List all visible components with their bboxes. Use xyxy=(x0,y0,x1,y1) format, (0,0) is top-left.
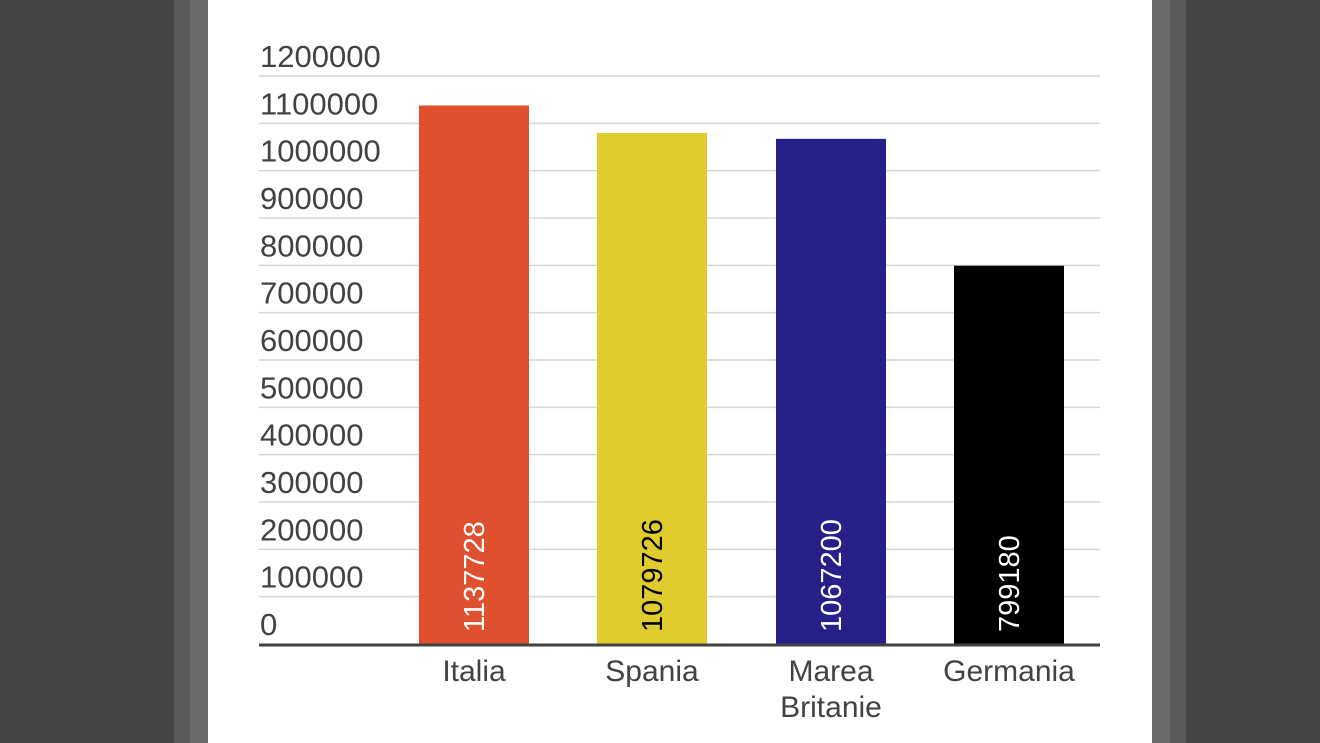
y-tick-label: 100000 xyxy=(260,560,363,595)
y-tick-label: 1200000 xyxy=(260,39,381,74)
frame-stripe-left-inner xyxy=(190,0,208,743)
y-tick-label: 800000 xyxy=(260,228,363,263)
category-label: Spania xyxy=(605,655,699,688)
y-tick-label: 1100000 xyxy=(260,86,378,121)
y-tick-label: 900000 xyxy=(260,181,363,216)
y-axis-tick-labels: 0 100000 200000 300000 400000 500000 600000 700… xyxy=(260,39,381,642)
category-label: Italia xyxy=(442,655,506,688)
data-label: 799180 xyxy=(994,535,1026,632)
y-tick-label: 1000000 xyxy=(260,134,381,169)
y-tick-label: 400000 xyxy=(260,418,363,453)
y-tick-label: 700000 xyxy=(260,276,363,311)
bar xyxy=(954,265,1064,644)
data-label: 1067200 xyxy=(816,519,848,632)
frame-stripe-left-outer xyxy=(174,0,190,743)
category-label: Britanie xyxy=(780,691,882,724)
y-tick-label: 300000 xyxy=(260,465,363,500)
bar xyxy=(419,105,529,645)
category-label: Germania xyxy=(943,655,1075,688)
bar xyxy=(776,138,886,644)
frame-stripe-right-inner xyxy=(1152,0,1170,743)
bars xyxy=(419,105,1064,645)
data-labels: 1137728 1079726 1067200 799180 xyxy=(459,519,1026,632)
bar xyxy=(597,132,707,644)
y-tick-label: 0 xyxy=(260,607,277,642)
data-label: 1079726 xyxy=(637,519,669,632)
data-label: 1137728 xyxy=(459,521,491,632)
frame-stripe-right-outer xyxy=(1170,0,1186,743)
y-tick-label: 600000 xyxy=(260,323,363,358)
y-tick-label: 200000 xyxy=(260,512,363,547)
category-label: Marea xyxy=(788,655,873,688)
y-tick-label: 500000 xyxy=(260,370,363,405)
